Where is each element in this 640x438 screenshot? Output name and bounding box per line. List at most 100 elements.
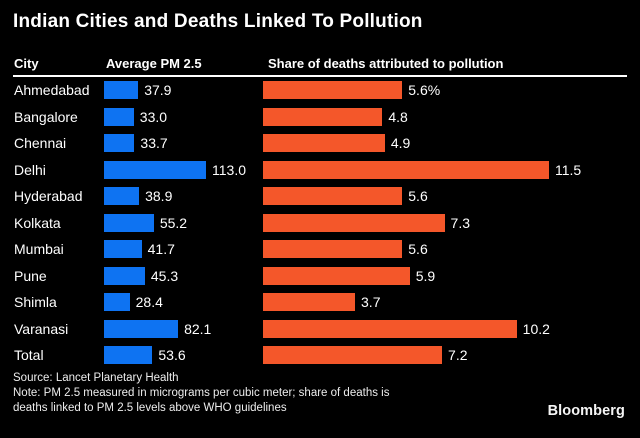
deaths-value: 5.6 bbox=[408, 241, 428, 258]
column-header-city: City bbox=[14, 55, 39, 71]
pm25-value: 55.2 bbox=[159, 214, 188, 231]
column-header-pm25: Average PM 2.5 bbox=[106, 55, 202, 71]
deaths-bar bbox=[263, 213, 445, 232]
deaths-bar bbox=[263, 240, 403, 259]
pm25-bar-cell: 33.7 bbox=[104, 134, 263, 153]
city-label: Pune bbox=[14, 267, 47, 284]
table-row: Pune 45.3 5.9 bbox=[0, 263, 640, 290]
city-label: Hyderabad bbox=[14, 188, 83, 205]
table-row: Chennai 33.7 4.9 bbox=[0, 130, 640, 157]
deaths-value: 3.7 bbox=[361, 294, 381, 311]
pm25-bar-cell: 53.6 bbox=[104, 346, 263, 365]
deaths-value: 4.8 bbox=[388, 108, 408, 125]
pm25-bar bbox=[104, 107, 134, 126]
pm25-bar-cell: 33.0 bbox=[104, 107, 263, 126]
deaths-bar-cell: 5.6 bbox=[263, 240, 640, 259]
pm25-bar bbox=[104, 213, 154, 232]
deaths-value: 5.6% bbox=[408, 82, 441, 99]
pm25-bar bbox=[104, 160, 206, 179]
pm25-bar bbox=[104, 346, 153, 365]
deaths-bar bbox=[263, 187, 403, 206]
city-label: Mumbai bbox=[14, 241, 64, 258]
pm25-value: 38.9 bbox=[145, 188, 173, 205]
pm25-bar-cell: 113.0 bbox=[104, 160, 263, 179]
city-label: Total bbox=[14, 347, 44, 364]
pm25-bar bbox=[104, 240, 142, 259]
note-line-2: deaths linked to PM 2.5 levels above WHO… bbox=[13, 402, 287, 414]
city-label: Delhi bbox=[14, 161, 46, 178]
deaths-bar-cell: 5.6% bbox=[263, 81, 640, 100]
table-row: Ahmedabad 37.9 5.6% bbox=[0, 77, 640, 104]
city-label: Chennai bbox=[14, 135, 67, 152]
city-label: Bangalore bbox=[14, 108, 78, 125]
deaths-bar-cell: 3.7 bbox=[263, 293, 640, 312]
deaths-bar-cell: 7.2 bbox=[263, 346, 640, 365]
deaths-bar bbox=[263, 81, 403, 100]
table-row: Varanasi 82.1 10.2 bbox=[0, 316, 640, 343]
pm25-bar-cell: 28.4 bbox=[104, 293, 263, 312]
pm25-bar bbox=[104, 319, 179, 338]
chart-rows: Ahmedabad 37.9 5.6% Bangalore 33.0 4.8 C… bbox=[0, 77, 640, 369]
deaths-bar bbox=[263, 319, 517, 338]
table-row: Total 53.6 7.2 bbox=[0, 342, 640, 369]
pm25-bar bbox=[104, 81, 139, 100]
pm25-bar-cell: 38.9 bbox=[104, 187, 263, 206]
deaths-bar-cell: 5.9 bbox=[263, 266, 640, 285]
pm25-bar-cell: 37.9 bbox=[104, 81, 263, 100]
page-title: Indian Cities and Deaths Linked To Pollu… bbox=[13, 11, 423, 32]
table-row: Hyderabad 38.9 5.6 bbox=[0, 183, 640, 210]
pm25-bar-cell: 55.2 bbox=[104, 213, 263, 232]
deaths-bar bbox=[263, 266, 410, 285]
pm25-value: 33.7 bbox=[140, 135, 168, 152]
deaths-value: 7.2 bbox=[448, 347, 468, 364]
note-line-1: Note: PM 2.5 measured in micrograms per … bbox=[13, 387, 390, 399]
deaths-bar bbox=[263, 107, 383, 126]
pm25-value: 113.0 bbox=[212, 161, 246, 178]
deaths-bar-cell: 7.3 bbox=[263, 213, 640, 232]
pm25-value: 45.3 bbox=[150, 267, 179, 284]
pm25-value: 28.4 bbox=[135, 294, 163, 311]
pm25-bar-cell: 41.7 bbox=[104, 240, 263, 259]
city-label: Ahmedabad bbox=[14, 82, 90, 99]
pm25-bar bbox=[104, 266, 145, 285]
pm25-bar-cell: 45.3 bbox=[104, 266, 263, 285]
pm25-bar bbox=[104, 134, 135, 153]
deaths-bar-cell: 5.6 bbox=[263, 187, 640, 206]
source-line: Source: Lancet Planetary Health bbox=[13, 372, 179, 384]
deaths-value: 4.9 bbox=[390, 135, 411, 152]
deaths-bar bbox=[263, 134, 385, 153]
table-row: Delhi 113.0 11.5 bbox=[0, 157, 640, 184]
deaths-bar-cell: 4.8 bbox=[263, 107, 640, 126]
table-row: Bangalore 33.0 4.8 bbox=[0, 104, 640, 131]
deaths-bar-cell: 10.2 bbox=[263, 319, 640, 338]
city-label: Kolkata bbox=[14, 214, 61, 231]
deaths-value: 10.2 bbox=[522, 320, 550, 337]
table-row: Mumbai 41.7 5.6 bbox=[0, 236, 640, 263]
deaths-value: 5.6 bbox=[408, 188, 428, 205]
column-header-row: City Average PM 2.5 Share of deaths attr… bbox=[0, 52, 640, 74]
pm25-value: 37.9 bbox=[144, 82, 172, 99]
pm25-value: 82.1 bbox=[184, 320, 212, 337]
city-label: Varanasi bbox=[14, 320, 69, 337]
table-row: Kolkata 55.2 7.3 bbox=[0, 210, 640, 237]
deaths-value: 5.9 bbox=[415, 267, 436, 284]
deaths-bar-cell: 11.5 bbox=[263, 160, 640, 179]
pm25-value: 53.6 bbox=[158, 347, 186, 364]
deaths-bar bbox=[263, 160, 549, 179]
pm25-bar-cell: 82.1 bbox=[104, 319, 263, 338]
header-divider bbox=[13, 75, 627, 77]
city-label: Shimla bbox=[14, 294, 57, 311]
column-header-deaths: Share of deaths attributed to pollution bbox=[268, 55, 504, 71]
deaths-value: 11.5 bbox=[555, 161, 582, 178]
deaths-value: 7.3 bbox=[450, 214, 471, 231]
bloomberg-logo: Bloomberg bbox=[547, 403, 625, 419]
deaths-bar bbox=[263, 293, 356, 312]
footer-notes: Source: Lancet Planetary Health Note: PM… bbox=[13, 371, 389, 416]
pm25-bar bbox=[104, 293, 130, 312]
deaths-bar bbox=[263, 346, 443, 365]
pm25-value: 33.0 bbox=[139, 108, 168, 125]
table-row: Shimla 28.4 3.7 bbox=[0, 289, 640, 316]
pm25-value: 41.7 bbox=[147, 241, 175, 258]
pm25-bar bbox=[104, 187, 140, 206]
deaths-bar-cell: 4.9 bbox=[263, 134, 640, 153]
